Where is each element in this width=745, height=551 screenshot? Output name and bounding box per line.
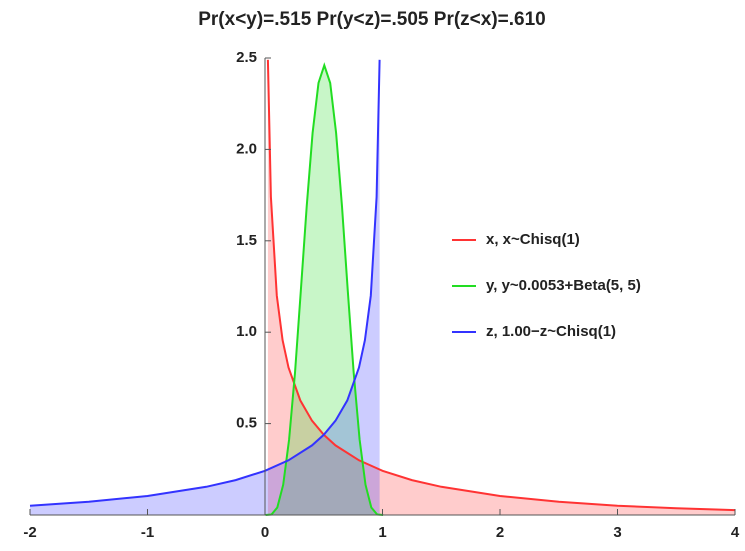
line [29,59,381,507]
x-tick-label: -1 [141,524,154,541]
x-tick-label: 1 [378,524,386,541]
legend-label: x, x~Chisq(1) [486,231,580,248]
y-tick-label: 1.0 [236,323,257,340]
y-tick-label: 0.5 [236,415,257,432]
legend-label: y, y~0.0053+Beta(5, 5) [486,277,641,294]
area-fill [267,59,735,516]
x-tick-label: 4 [731,524,740,541]
x-tick-label: 2 [496,524,504,541]
line [265,62,384,516]
x-tick-label: -2 [23,524,36,541]
y-tick-label: 2.5 [236,49,257,66]
chart-title: Pr(x<y)=.515 Pr(y<z)=.505 Pr(z<x)=.610 [198,9,546,30]
legend-label: z, 1.00−z~Chisq(1) [486,323,616,340]
y-tick-label: 1.5 [236,232,257,249]
line [266,59,736,512]
x-tick-label: 3 [613,524,621,541]
area-fill [265,65,384,516]
area-fill [30,59,380,516]
x-tick-label: 0 [261,524,269,541]
y-tick-label: 2.0 [236,140,257,157]
